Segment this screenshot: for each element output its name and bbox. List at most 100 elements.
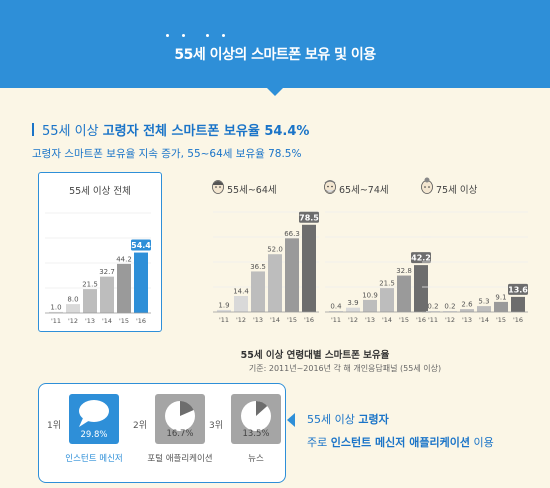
tick-label: '15 — [287, 316, 297, 324]
data-label: 36.5 — [250, 263, 266, 271]
data-label: 1.9 — [218, 301, 229, 309]
bar — [302, 224, 316, 312]
bar — [380, 288, 394, 312]
data-label: 32.8 — [396, 267, 412, 275]
bar — [100, 276, 114, 313]
bar — [285, 238, 299, 312]
headline-emphasis: 고령자 전체 스마트폰 보유율 — [102, 124, 260, 139]
tick-label: '16 — [513, 316, 523, 324]
chart-title: 65세~74세 — [339, 185, 389, 196]
headline-subtitle: 고령자 스마트폰 보유율 지속 증가, 55~64세 보유율 78.5% — [32, 148, 302, 160]
data-label: 66.3 — [284, 230, 300, 238]
data-label: 0.4 — [330, 303, 342, 311]
rank-number: 3위 — [209, 421, 224, 431]
summary-emphasis: 고령자 — [358, 413, 389, 426]
bar — [217, 309, 231, 312]
tick-label: '11 — [428, 316, 438, 324]
rank-label: 포털 애플리케이션 — [147, 454, 213, 464]
bar — [477, 306, 491, 312]
headline-marker — [32, 123, 34, 136]
tick-label: '14 — [479, 316, 489, 324]
summary-line-1: 55세 이상 고령자 — [307, 411, 389, 427]
data-label: 21.5 — [379, 280, 395, 288]
bar — [49, 311, 63, 313]
rank-value: 13.5% — [242, 429, 270, 439]
elder-face-icon — [212, 180, 224, 194]
summary-prefix: 주로 — [307, 436, 331, 449]
tick-label: '16 — [416, 316, 426, 324]
chart-panel-55-plus: 55세 이상 전체 1.0 '11 8.0 '12 21.5 '13 32.7 '14 44.2… — [38, 172, 162, 332]
data-label-badge — [131, 239, 151, 251]
tick-label: '12 — [68, 317, 78, 325]
data-label: 44.2 — [116, 255, 132, 263]
tick-label: '13 — [365, 316, 375, 324]
grandfather-face-icon — [324, 180, 336, 194]
bar — [66, 304, 80, 313]
chart-title: 75세 이상 — [436, 185, 478, 196]
tick-label: '11 — [51, 317, 61, 325]
data-label-badge — [411, 252, 431, 264]
data-label: 14.4 — [233, 288, 249, 296]
data-label-badge — [299, 211, 319, 223]
decorative-dots — [160, 34, 240, 40]
data-label: 0.2 — [444, 303, 455, 311]
tick-label: '12 — [445, 316, 455, 324]
chart-caption: 55세 이상 연령대별 스마트폰 보유율 — [240, 350, 390, 361]
data-label: 52.0 — [267, 246, 283, 254]
tick-label: '13 — [85, 317, 95, 325]
speech-bubble-icon — [79, 400, 109, 427]
bar — [234, 296, 248, 312]
chart-panel-75-plus: 75세 이상 0.2 '11 0.2 '12 2.6 '13 5.3 '14 9.1 '15 13.… — [416, 172, 540, 332]
data-label: 0.2 — [427, 303, 438, 311]
bar-chart: 0.4 '11 3.9 '12 10.9 '13 21.5 '14 32.8 '15 42.2 '16 — [325, 211, 431, 324]
bar — [251, 271, 265, 312]
tick-label: '13 — [462, 316, 472, 324]
tick-label: '16 — [304, 316, 314, 324]
tick-label: '13 — [253, 316, 263, 324]
data-label: 42.2 — [411, 254, 431, 263]
rank-value: 16.7% — [166, 429, 194, 439]
rank-label: 인스턴트 메신저 — [65, 454, 123, 464]
pie-icon — [241, 401, 271, 431]
data-label: 54.4 — [131, 241, 151, 250]
bar-chart: 1.0 '11 8.0 '12 21.5 '13 32.7 '14 44.2 '15 54.4 '16 — [45, 212, 151, 325]
headline-prefix: 55세 이상 — [42, 124, 103, 139]
data-label: 8.0 — [67, 296, 78, 304]
bar-chart: 1.9 '11 14.4 '12 36.5 '13 52.0 '14 66.3 '15 78.5 '1… — [213, 211, 319, 324]
bar — [117, 263, 131, 313]
rank-tile-news: 13.5% — [231, 394, 281, 444]
pie-icon — [165, 401, 195, 431]
chart-source: 기준: 2011년~2016년 각 해 개인응답패널 (55세 이상) — [248, 364, 442, 373]
rank-number: 2위 — [133, 421, 148, 431]
summary-emphasis: 인스턴트 메신저 애플리케이션 — [330, 436, 470, 449]
bar-chart: 0.2 '11 0.2 '12 2.6 '13 5.3 '14 9.1 '15 13.6 '16 — [422, 211, 528, 324]
rank-number: 1위 — [47, 421, 62, 431]
data-label: 10.9 — [362, 291, 378, 299]
chart-title: 55세 이상 전체 — [69, 186, 131, 197]
bar — [443, 311, 457, 312]
summary-line-2: 주로 인스턴트 메신저 애플리케이션 이용 — [307, 434, 494, 450]
tick-label: '14 — [270, 316, 280, 324]
summary-suffix: 이용 — [469, 436, 494, 449]
rank-tile-portal: 16.7% — [155, 394, 205, 444]
data-label: 21.5 — [82, 281, 98, 289]
data-label: 5.3 — [478, 298, 489, 306]
app-ranking-panel: 1위 29.8% 인스턴트 메신저 2위 16.7% 포털 애플리케이션 3위 … — [38, 383, 286, 483]
bar — [460, 309, 474, 312]
rank-label: 뉴스 — [248, 454, 264, 464]
bar — [346, 307, 360, 312]
rank-value: 29.8% — [80, 430, 108, 440]
tick-label: '14 — [382, 316, 392, 324]
bar — [363, 299, 377, 312]
bar — [494, 301, 508, 312]
summary-prefix: 55세 이상 — [307, 413, 359, 426]
data-label: 13.6 — [508, 285, 528, 294]
tick-label: '11 — [331, 316, 341, 324]
data-label-badge — [508, 283, 528, 295]
tick-label: '14 — [102, 317, 112, 325]
tick-label: '15 — [496, 316, 506, 324]
page-title: 55세 이상의 스마트폰 보유 및 이용 — [174, 47, 376, 63]
headline-value: 54.4% — [259, 124, 310, 139]
data-label: 2.6 — [461, 301, 473, 309]
tick-label: '15 — [399, 316, 409, 324]
